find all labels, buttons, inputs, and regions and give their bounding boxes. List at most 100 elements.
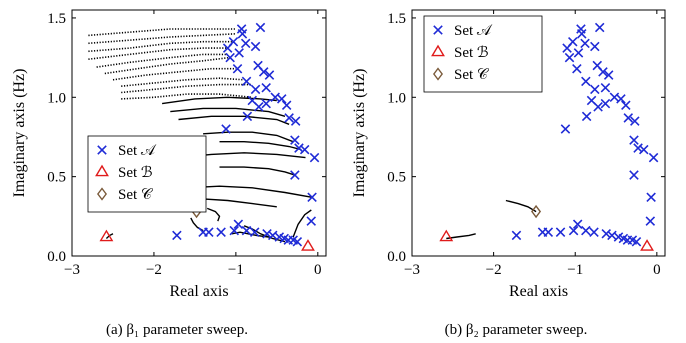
set-a-point — [630, 116, 640, 126]
set-a-point — [241, 76, 252, 87]
set-a-point — [250, 84, 261, 95]
set-a-point — [276, 94, 287, 104]
set-b-point — [640, 239, 654, 251]
chart-b-ylabel: Imaginary axis (Hz) — [351, 69, 368, 198]
legend-label: Set ℬ — [454, 45, 489, 61]
set-a-point — [306, 216, 317, 226]
set-a-point — [299, 144, 310, 155]
set-a-point — [629, 135, 639, 145]
chart-panel-b: −3 −2 −1 0 0.0 0.5 1.0 1.5 Real axis Imaginary… — [351, 9, 666, 338]
set-a-point — [309, 152, 320, 163]
legend-label: Set 𝒜 — [454, 23, 493, 39]
chart-a-frame — [71, 9, 327, 257]
set-a-point — [600, 83, 611, 93]
locus-trace — [121, 93, 253, 100]
locus-trace — [170, 107, 286, 117]
y-tick-label: 0.0 — [47, 249, 66, 265]
set-a-point — [594, 22, 605, 33]
locus-trace — [104, 56, 230, 75]
set-a-point — [198, 227, 208, 237]
set-a-point — [221, 124, 231, 134]
set-a-point — [598, 67, 608, 77]
set-a-point — [589, 227, 599, 237]
set-b-point — [301, 239, 315, 251]
chart-a-markers — [99, 22, 320, 251]
set-a-point — [593, 102, 603, 112]
set-a-point — [568, 225, 579, 236]
set-a-point — [261, 83, 271, 93]
set-a-point — [294, 143, 304, 153]
locus-trace — [121, 83, 253, 94]
chart-a-legend-box — [87, 135, 207, 213]
set-a-point — [601, 229, 612, 239]
set-a-point — [511, 230, 522, 241]
x-tick-label: −3 — [64, 262, 80, 278]
chart-b-markers — [439, 22, 659, 251]
locus-trace — [206, 207, 221, 222]
locus-trace — [88, 28, 236, 37]
y-tick-label: 1.5 — [47, 11, 66, 27]
set-a-point — [590, 41, 600, 52]
y-tick-label: 0.5 — [387, 170, 406, 186]
set-a-point — [255, 22, 266, 33]
set-a-point — [573, 48, 584, 58]
y-tick-label: 1.0 — [387, 90, 406, 106]
set-a-point — [232, 63, 243, 74]
y-tick-label: 0.5 — [47, 170, 66, 186]
chart-a-yticks: 0.0 0.5 1.0 1.5 — [47, 11, 326, 265]
chart-b-xticks: −3 −2 −1 0 — [404, 10, 661, 278]
set-a-point — [249, 227, 260, 237]
set-a-point — [590, 84, 600, 95]
set-a-point — [537, 227, 548, 237]
set-c-point — [531, 204, 542, 219]
locus-trace — [88, 40, 232, 53]
set-a-point — [616, 94, 626, 104]
legend-marker — [97, 145, 107, 155]
set-a-point — [242, 111, 253, 122]
locus-trace — [203, 131, 294, 143]
chart-b-xlabel: Real axis — [509, 283, 568, 300]
legend-label: Set ℬ — [118, 165, 153, 181]
x-tick-label: −2 — [486, 262, 502, 278]
set-a-point — [241, 225, 252, 236]
chart-a-xlabel: Real axis — [169, 283, 228, 300]
legend-marker — [431, 44, 445, 57]
x-tick-label: 0 — [314, 262, 322, 278]
locus-trace — [121, 77, 245, 87]
locus-trace — [162, 96, 277, 105]
set-a-point — [254, 102, 264, 112]
legend-marker — [97, 187, 107, 201]
set-a-point — [576, 29, 587, 39]
chart-b-yticks: 0.0 0.5 1.0 1.5 — [387, 11, 665, 265]
chart-a-xticks: −3 −2 −1 0 — [64, 10, 322, 278]
legend-marker — [95, 164, 109, 177]
x-tick-label: −1 — [567, 262, 583, 278]
chart-a-legend: Set 𝒜 Set ℬ Set 𝒞 — [87, 135, 207, 213]
set-a-point — [623, 113, 634, 123]
set-a-point — [564, 52, 575, 63]
set-a-point — [581, 76, 591, 87]
set-a-point — [262, 229, 272, 239]
set-a-point — [233, 219, 244, 230]
set-a-point — [600, 98, 611, 109]
set-a-point — [284, 113, 294, 123]
set-a-point — [560, 124, 571, 134]
set-a-point — [572, 219, 583, 230]
chart-b-legend-box — [423, 15, 543, 93]
chart-b-traces — [446, 199, 537, 240]
legend-label: Set 𝒜 — [118, 143, 157, 159]
caption-a: (a) β₁ parameter sweep. — [106, 322, 248, 338]
set-a-point — [290, 170, 300, 180]
legend-marker — [433, 25, 443, 35]
locus-trace — [505, 199, 537, 213]
locus-trace — [219, 166, 296, 176]
x-tick-label: 0 — [653, 262, 661, 278]
caption-b: (b) β₂ parameter sweep. — [445, 322, 588, 338]
y-tick-label: 1.5 — [387, 11, 406, 27]
set-a-point — [646, 192, 656, 203]
x-tick-label: −1 — [228, 262, 244, 278]
set-a-point — [631, 236, 642, 247]
set-a-point — [633, 143, 643, 153]
set-a-point — [228, 36, 239, 47]
